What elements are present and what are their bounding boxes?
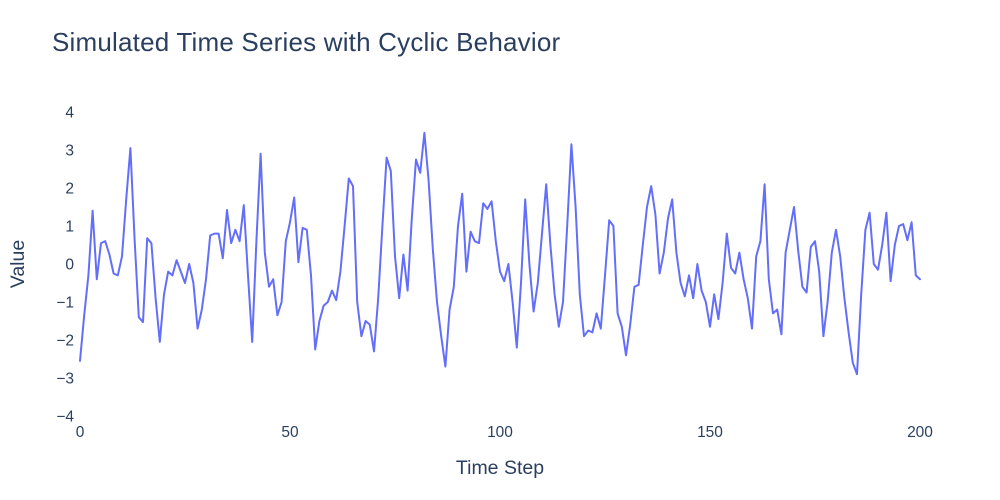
x-tick-label: 0 <box>76 424 85 441</box>
x-tick-label: 100 <box>487 424 513 441</box>
y-tick-label: −3 <box>56 371 74 388</box>
y-tick-label: −2 <box>56 333 74 350</box>
x-axis-tick-labels: 0 50 100 150 200 <box>76 424 934 441</box>
series-line <box>79 131 921 376</box>
x-tick-label: 150 <box>697 424 723 441</box>
y-tick-label: 2 <box>65 181 74 198</box>
y-tick-label: −1 <box>56 295 74 312</box>
x-tick-label: 50 <box>281 424 299 441</box>
y-tick-label: 0 <box>65 257 74 274</box>
chart-title: Simulated Time Series with Cyclic Behavi… <box>52 27 561 57</box>
y-axis-title: Value <box>7 240 29 288</box>
y-tick-label: −4 <box>56 409 74 426</box>
y-tick-label: 4 <box>65 105 74 122</box>
y-tick-label: 1 <box>65 219 74 236</box>
y-tick-label: 3 <box>65 143 74 160</box>
x-axis-title: Time Step <box>456 457 544 479</box>
x-tick-label: 200 <box>907 424 933 441</box>
y-axis-tick-labels: 4 3 2 1 0 −1 −2 −3 −4 <box>56 105 74 426</box>
